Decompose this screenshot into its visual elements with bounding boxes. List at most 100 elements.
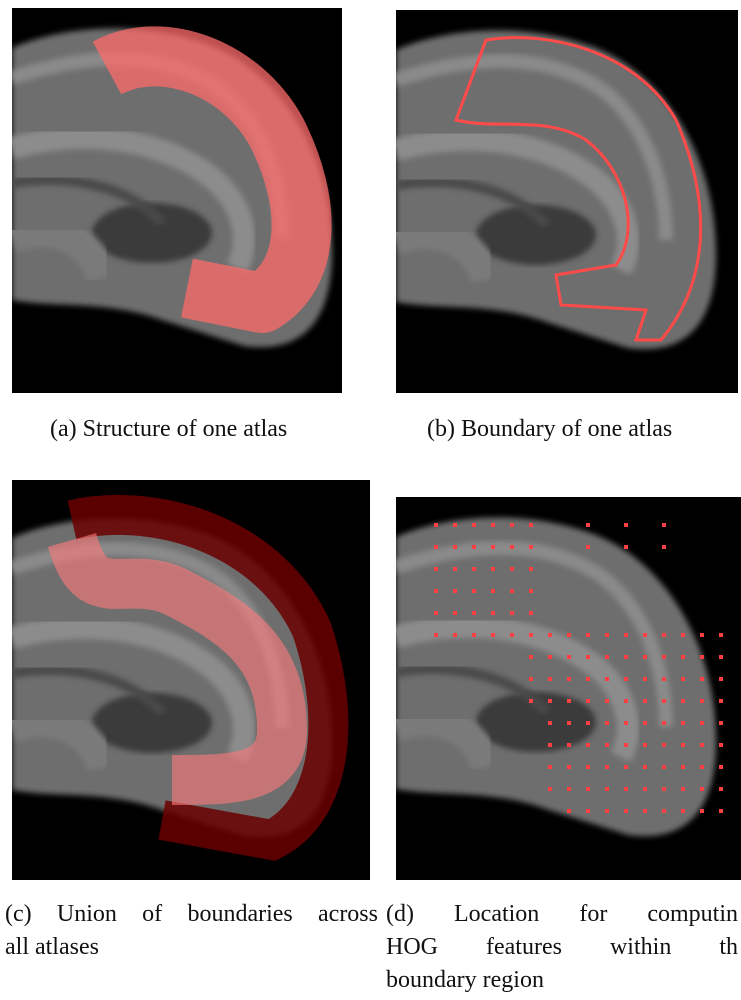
hog-dot	[567, 699, 571, 703]
hog-dot	[662, 699, 666, 703]
hog-dot	[434, 545, 438, 549]
hog-dot	[643, 699, 647, 703]
caption-a: (a) Structure of one atlas	[50, 413, 287, 446]
hog-dot	[548, 721, 552, 725]
hog-dot	[529, 677, 533, 681]
hog-dot	[529, 611, 533, 615]
caption-line: boundary region	[386, 964, 738, 997]
hog-dot	[510, 611, 514, 615]
hog-dot	[605, 787, 609, 791]
hog-dot	[624, 523, 628, 527]
hog-dot	[567, 721, 571, 725]
hog-dot	[567, 765, 571, 769]
hog-dot	[719, 721, 723, 725]
hog-dot	[681, 677, 685, 681]
panel-a-image	[12, 8, 342, 393]
hog-dot	[681, 765, 685, 769]
hog-dot	[643, 787, 647, 791]
hog-dot	[586, 809, 590, 813]
hog-dot	[567, 809, 571, 813]
hog-dot	[453, 589, 457, 593]
hog-dot	[586, 787, 590, 791]
hog-dot	[605, 655, 609, 659]
hog-dot	[510, 633, 514, 637]
hog-dot	[662, 787, 666, 791]
hog-dot	[548, 765, 552, 769]
hog-dot	[586, 655, 590, 659]
hog-dot	[529, 589, 533, 593]
hog-dot	[719, 809, 723, 813]
hog-dot	[624, 765, 628, 769]
hog-dot	[510, 523, 514, 527]
hog-dot	[719, 655, 723, 659]
hog-dot	[681, 809, 685, 813]
page: (a) Structure of one atlas (b) Boundary …	[0, 0, 741, 1000]
hog-dot	[662, 743, 666, 747]
hog-dot	[548, 633, 552, 637]
hog-dot	[586, 633, 590, 637]
hog-dot	[662, 809, 666, 813]
caption-b: (b) Boundary of one atlas	[427, 413, 672, 446]
hog-dot	[719, 677, 723, 681]
panel-d-image	[396, 497, 741, 880]
hog-dot	[662, 633, 666, 637]
hog-dot	[605, 677, 609, 681]
hog-dot	[700, 699, 704, 703]
hog-dot	[472, 633, 476, 637]
hog-dot	[548, 655, 552, 659]
hog-dot	[453, 545, 457, 549]
hog-dot	[681, 787, 685, 791]
hog-dot	[529, 567, 533, 571]
hog-dot	[719, 699, 723, 703]
hog-dot	[643, 677, 647, 681]
hog-dot	[605, 743, 609, 747]
hog-dot	[605, 633, 609, 637]
hog-dot	[586, 545, 590, 549]
hog-dot	[453, 633, 457, 637]
hog-dot	[643, 655, 647, 659]
hog-dot	[548, 677, 552, 681]
hog-dot	[434, 611, 438, 615]
hog-dot	[491, 567, 495, 571]
caption-line: HOG features within th	[386, 931, 738, 964]
hog-dot	[529, 545, 533, 549]
hog-dot	[510, 589, 514, 593]
caption-c: (c) Union of boundaries across all atlas…	[5, 898, 378, 964]
panel-b-image	[396, 10, 738, 393]
hog-dot	[624, 721, 628, 725]
hog-dot	[662, 523, 666, 527]
hog-dot	[681, 633, 685, 637]
hog-dot	[491, 523, 495, 527]
hog-dot	[700, 787, 704, 791]
hog-dot	[624, 633, 628, 637]
hog-dot	[529, 699, 533, 703]
hog-dot	[453, 567, 457, 571]
hog-dot	[472, 545, 476, 549]
hog-dot	[472, 589, 476, 593]
hog-dot	[491, 589, 495, 593]
hog-dot	[605, 809, 609, 813]
hog-dot	[624, 743, 628, 747]
hog-dot	[491, 633, 495, 637]
hog-dot	[567, 633, 571, 637]
hog-dot	[662, 721, 666, 725]
hog-dot	[586, 765, 590, 769]
hog-dot	[719, 787, 723, 791]
hog-dot	[605, 721, 609, 725]
hog-dot	[586, 523, 590, 527]
hog-dot	[586, 677, 590, 681]
hog-dot	[510, 567, 514, 571]
hog-dot	[567, 787, 571, 791]
hog-dot	[434, 567, 438, 571]
hog-dot	[567, 743, 571, 747]
hog-dot	[624, 787, 628, 791]
hog-dot	[453, 611, 457, 615]
hog-dot	[700, 721, 704, 725]
hog-dot	[643, 765, 647, 769]
hog-dot	[529, 655, 533, 659]
hog-dot	[643, 721, 647, 725]
hog-dot	[681, 655, 685, 659]
hog-dot	[700, 655, 704, 659]
hog-dot	[510, 545, 514, 549]
hog-dot	[434, 633, 438, 637]
